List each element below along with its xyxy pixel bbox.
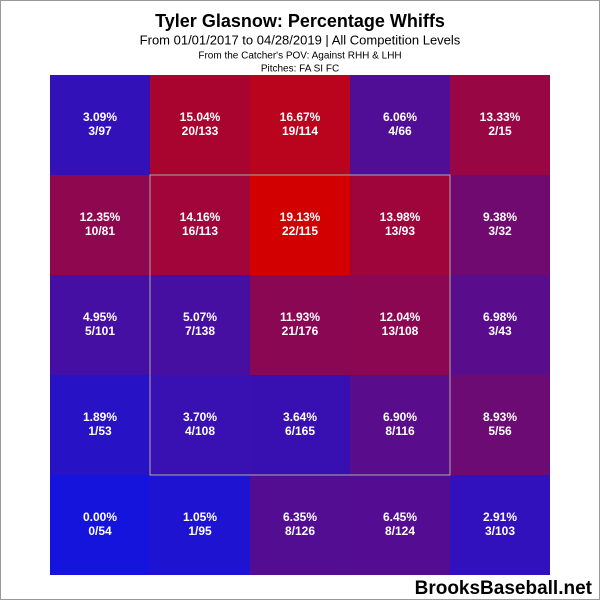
- value-label: 0.00%: [83, 510, 117, 524]
- value-label: 6.90%: [383, 410, 417, 424]
- value-label: 3.70%: [183, 410, 217, 424]
- count-label: 1/95: [188, 524, 212, 538]
- value-label: 3.64%: [283, 410, 317, 424]
- count-label: 3/103: [485, 524, 515, 538]
- count-label: 13/108: [382, 324, 419, 338]
- count-label: 8/116: [385, 424, 415, 438]
- footer: BrooksBaseball.net: [415, 578, 593, 599]
- value-label: 6.06%: [383, 110, 417, 124]
- count-label: 4/108: [185, 424, 215, 438]
- heat-cell: [350, 375, 450, 475]
- count-label: 2/15: [488, 124, 512, 138]
- count-label: 3/97: [88, 124, 112, 138]
- note: From the Catcher's POV: Against RHH & LH…: [198, 51, 401, 62]
- count-label: 3/43: [488, 324, 512, 338]
- count-label: 10/81: [85, 224, 115, 238]
- value-label: 1.89%: [83, 410, 117, 424]
- value-label: 13.33%: [480, 110, 521, 124]
- heat-cell: [250, 75, 350, 175]
- count-label: 4/66: [388, 124, 412, 138]
- heat-cell: [50, 75, 150, 175]
- count-label: 13/93: [385, 224, 415, 238]
- heatmap: 3.09%3/9715.04%20/13316.67%19/1146.06%4/…: [50, 75, 550, 575]
- heat-cell: [150, 475, 250, 575]
- value-label: 12.04%: [380, 310, 421, 324]
- heat-cell: [150, 75, 250, 175]
- value-label: 11.93%: [280, 310, 320, 324]
- value-label: 5.07%: [183, 310, 217, 324]
- count-label: 7/138: [185, 324, 215, 338]
- heat-cell: [50, 375, 150, 475]
- heat-cell: [150, 375, 250, 475]
- heat-cell: [250, 275, 350, 375]
- value-label: 6.98%: [483, 310, 517, 324]
- value-label: 6.45%: [383, 510, 417, 524]
- strike-zone: [149, 174, 451, 476]
- value-label: 4.95%: [83, 310, 117, 324]
- heat-cell: [450, 275, 550, 375]
- count-label: 0/54: [88, 524, 112, 538]
- count-label: 19/114: [282, 124, 318, 138]
- value-label: 16.67%: [280, 110, 321, 124]
- value-label: 14.16%: [180, 210, 221, 224]
- heat-cell: [50, 475, 150, 575]
- value-label: 9.38%: [483, 210, 517, 224]
- value-label: 1.05%: [183, 510, 217, 524]
- count-label: 8/126: [285, 524, 315, 538]
- count-label: 21/176: [282, 324, 319, 338]
- heat-cell: [350, 275, 450, 375]
- count-label: 20/133: [182, 124, 219, 138]
- value-label: 15.04%: [180, 110, 221, 124]
- heat-cell: [450, 75, 550, 175]
- heat-cell: [250, 175, 350, 275]
- value-label: 19.13%: [280, 210, 321, 224]
- value-label: 2.91%: [483, 510, 517, 524]
- value-label: 13.98%: [380, 210, 421, 224]
- value-label: 12.35%: [80, 210, 121, 224]
- count-label: 3/32: [488, 224, 512, 238]
- heat-cell: [450, 175, 550, 275]
- count-label: 22/115: [282, 224, 318, 238]
- count-label: 6/165: [285, 424, 315, 438]
- heat-cell: [150, 175, 250, 275]
- heat-cell: [450, 375, 550, 475]
- value-label: 8.93%: [483, 410, 517, 424]
- chart-subtitle: From 01/01/2017 to 04/28/2019 | All Comp…: [140, 32, 461, 47]
- value-label: 3.09%: [83, 110, 117, 124]
- count-label: 16/113: [182, 224, 218, 238]
- note: Pitches: FA SI FC: [261, 64, 339, 75]
- value-label: 6.35%: [283, 510, 317, 524]
- heat-cell: [450, 475, 550, 575]
- chart-title: Tyler Glasnow: Percentage Whiffs: [155, 11, 445, 31]
- count-label: 5/56: [488, 424, 512, 438]
- count-label: 8/124: [385, 524, 415, 538]
- heat-cell: [250, 475, 350, 575]
- heat-cell: [350, 475, 450, 575]
- heat-cell: [150, 275, 250, 375]
- heat-cell: [250, 375, 350, 475]
- heat-cell: [350, 75, 450, 175]
- heat-cell: [50, 275, 150, 375]
- count-label: 1/53: [88, 424, 112, 438]
- heat-cell: [50, 175, 150, 275]
- heat-cell: [350, 175, 450, 275]
- count-label: 5/101: [85, 324, 115, 338]
